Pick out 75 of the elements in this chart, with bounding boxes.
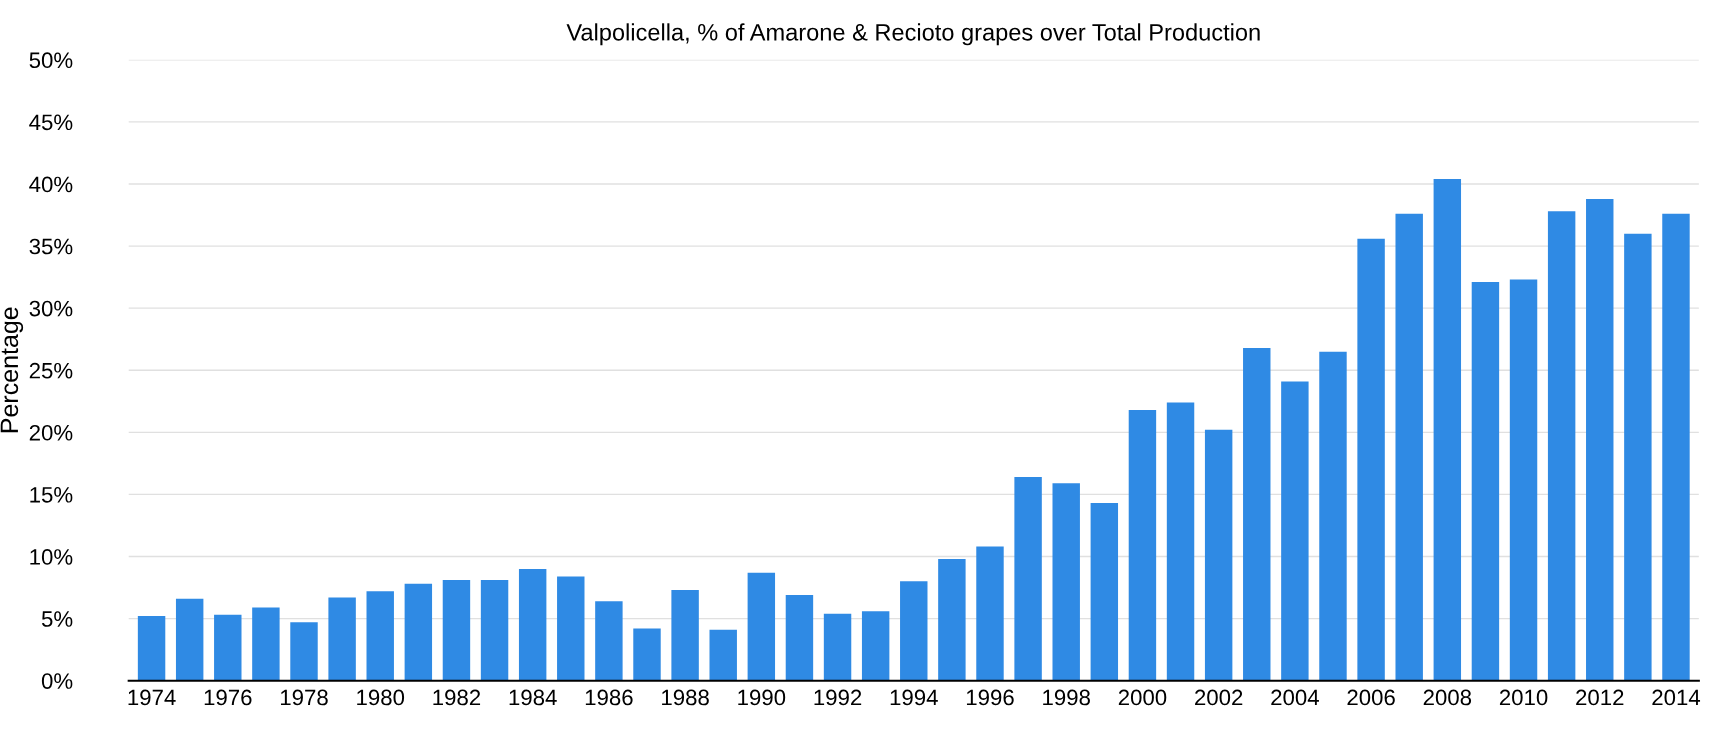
bar: [823, 613, 852, 681]
x-tick-label: 2002: [1195, 689, 1243, 706]
bar: [709, 629, 737, 681]
y-tick-label: 5%: [41, 611, 73, 627]
bar: [1395, 213, 1423, 681]
bar: [938, 559, 966, 681]
bar: [1014, 477, 1042, 681]
bar: [1624, 233, 1652, 681]
x-tick-label: 1982: [433, 689, 481, 706]
bar: [1281, 381, 1309, 681]
bar: [1204, 429, 1233, 681]
bar: [404, 583, 433, 681]
x-tick-label: 2004: [1271, 689, 1319, 706]
bar: [1547, 211, 1576, 681]
x-tick-label: 2014: [1652, 689, 1701, 706]
bar: [1319, 351, 1347, 681]
bar: [900, 581, 928, 681]
x-tick-label: 1996: [966, 689, 1014, 706]
bar: [1471, 282, 1500, 681]
bar: [1357, 238, 1385, 681]
y-tick-label: 30%: [29, 300, 73, 317]
x-tick-label: 1978: [280, 689, 328, 706]
x-tick-label: 2008: [1423, 689, 1472, 706]
bar: [671, 590, 699, 681]
y-tick-label: 35%: [29, 238, 73, 255]
y-tick-label: 10%: [30, 549, 73, 565]
x-tick-label: 1998: [1043, 689, 1090, 706]
bar: [214, 614, 242, 681]
chart-title: Valpolicella, % of Amarone & Recioto grapes over Total Production: [566, 23, 1260, 46]
y-tick-label: 50%: [29, 52, 73, 69]
bar: [1090, 503, 1119, 681]
x-tick-label: 2006: [1347, 689, 1395, 706]
y-tick-label: 20%: [29, 424, 73, 441]
bar: [1243, 347, 1271, 681]
bar: [1128, 409, 1157, 681]
x-tick-label: 1990: [738, 689, 786, 706]
y-tick-label: 15%: [30, 487, 73, 503]
y-tick-label: 45%: [29, 114, 73, 131]
x-tick-label: 1980: [357, 689, 405, 706]
bar: [252, 607, 280, 681]
x-tick-label: 2010: [1499, 689, 1548, 706]
x-tick-label: 1986: [585, 689, 633, 706]
bar: [1166, 402, 1195, 681]
bar: [1586, 198, 1614, 681]
x-tick-label: 1988: [662, 689, 709, 706]
bar: [290, 622, 318, 681]
y-tick-label: 40%: [29, 176, 73, 193]
x-tick-label: 2000: [1118, 689, 1167, 706]
bar: [633, 628, 661, 681]
bar: [747, 572, 776, 681]
bar: [480, 580, 509, 681]
bar: [557, 576, 585, 681]
x-tick-label: 1984: [509, 689, 557, 706]
x-tick-label: 1992: [814, 689, 862, 706]
bar: [1662, 213, 1690, 681]
bar: [442, 580, 471, 681]
x-tick-label: 2012: [1576, 689, 1624, 706]
x-tick-label: 1974: [128, 689, 176, 706]
bar: [1052, 483, 1080, 681]
bar: [861, 611, 890, 681]
bar: [175, 598, 204, 681]
x-tick-label: 1994: [890, 689, 938, 706]
bar: [595, 601, 623, 681]
y-axis-title: Percentage: [0, 307, 24, 433]
bar: [1433, 179, 1462, 681]
bar: [518, 568, 547, 681]
bar: [137, 616, 166, 681]
bar: [976, 546, 1004, 681]
bar: [328, 597, 356, 681]
y-tick-label: 0%: [41, 673, 73, 689]
bar: [785, 595, 814, 681]
x-tick-label: 1976: [204, 689, 252, 706]
bar: [1509, 279, 1538, 681]
y-tick-label: 25%: [29, 362, 73, 379]
bar: [366, 591, 394, 681]
